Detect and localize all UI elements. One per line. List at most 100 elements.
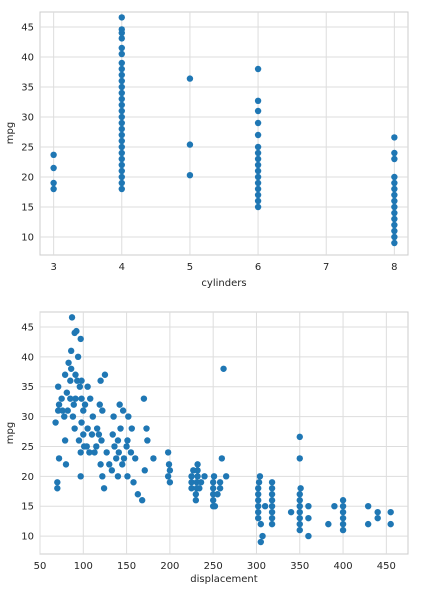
data-point	[132, 455, 139, 462]
data-point	[305, 502, 312, 510]
data-point	[118, 44, 125, 52]
y-tick-label: 20	[21, 173, 34, 184]
data-point	[391, 173, 398, 181]
data-point	[78, 377, 85, 384]
data-point	[254, 155, 262, 163]
data-point	[81, 401, 89, 408]
data-point	[124, 437, 131, 444]
data-point	[192, 497, 200, 504]
data-point	[130, 479, 137, 486]
data-point	[118, 137, 125, 145]
data-point	[61, 437, 69, 444]
data-point	[118, 185, 125, 193]
data-point	[296, 433, 303, 441]
data-point	[118, 143, 125, 151]
x-tick-label: 150	[117, 561, 136, 572]
data-point	[78, 395, 85, 402]
data-point	[106, 461, 113, 468]
y-tick-label: 30	[21, 412, 34, 423]
data-point	[101, 371, 109, 378]
data-point	[209, 485, 217, 492]
x-tick-label: 3	[50, 262, 56, 273]
data-point	[254, 107, 262, 115]
data-point	[391, 149, 398, 157]
data-point	[222, 473, 230, 480]
data-point	[61, 371, 69, 378]
data-point	[118, 77, 125, 85]
data-point	[364, 520, 372, 528]
y-tick-label: 15	[21, 502, 34, 513]
data-point	[254, 119, 262, 127]
data-point	[211, 502, 219, 510]
data-point	[97, 377, 104, 384]
data-point	[118, 26, 125, 33]
data-point	[339, 497, 347, 504]
data-point	[99, 407, 106, 414]
data-point	[197, 479, 205, 486]
data-point	[255, 514, 262, 522]
y-axis-label: mpg	[5, 122, 16, 144]
data-point	[52, 419, 59, 426]
data-point	[166, 467, 174, 474]
data-point	[254, 143, 262, 151]
data-point	[339, 526, 347, 534]
y-tick-label: 35	[21, 382, 34, 393]
data-point	[216, 485, 224, 492]
data-point	[254, 149, 262, 157]
data-point	[62, 461, 70, 468]
data-point	[325, 520, 332, 528]
data-point	[86, 449, 93, 456]
data-point	[110, 413, 117, 420]
x-tick-label: 250	[204, 561, 223, 572]
data-point	[192, 491, 200, 498]
data-point	[118, 50, 125, 58]
data-point	[209, 497, 217, 504]
y-tick-label: 40	[21, 352, 34, 363]
data-point	[114, 473, 122, 480]
data-point	[391, 215, 398, 223]
data-point	[296, 514, 303, 522]
data-point	[201, 473, 208, 480]
data-point	[119, 461, 126, 468]
data-point	[391, 185, 398, 193]
data-point	[54, 485, 61, 492]
data-point	[118, 89, 125, 97]
x-tick-label: 300	[247, 561, 266, 572]
data-point	[111, 443, 118, 450]
gridlines	[39, 312, 408, 554]
data-point	[63, 389, 71, 396]
data-point	[391, 227, 398, 235]
data-point	[118, 101, 125, 109]
data-point	[296, 508, 303, 516]
y-tick-label: 25	[21, 442, 34, 453]
data-point	[374, 508, 381, 516]
data-point	[91, 449, 98, 456]
y-tick-label: 20	[21, 472, 34, 483]
x-tick-labels: 50 100 150 200 250 300 350 400 450	[34, 561, 396, 572]
data-point	[216, 479, 224, 486]
x-axis-label: cylinders	[201, 278, 246, 289]
data-point	[255, 502, 262, 510]
x-axis-label: displacement	[190, 574, 257, 585]
data-point	[194, 461, 201, 468]
data-point	[255, 485, 262, 492]
data-point	[118, 65, 125, 73]
data-point	[127, 449, 135, 456]
data-point	[186, 172, 194, 179]
data-point	[118, 179, 125, 187]
data-point	[50, 185, 57, 193]
data-point	[268, 502, 276, 510]
data-point	[364, 502, 372, 510]
data-point	[254, 185, 262, 193]
x-tick-label: 7	[323, 262, 329, 273]
data-point	[339, 514, 347, 522]
data-point	[254, 203, 262, 211]
data-point	[257, 538, 264, 546]
data-point	[209, 479, 217, 486]
data-point	[80, 407, 87, 414]
data-point	[296, 502, 303, 510]
scatter-points	[52, 314, 394, 546]
data-point	[119, 407, 127, 414]
x-tick-label: 350	[290, 561, 309, 572]
